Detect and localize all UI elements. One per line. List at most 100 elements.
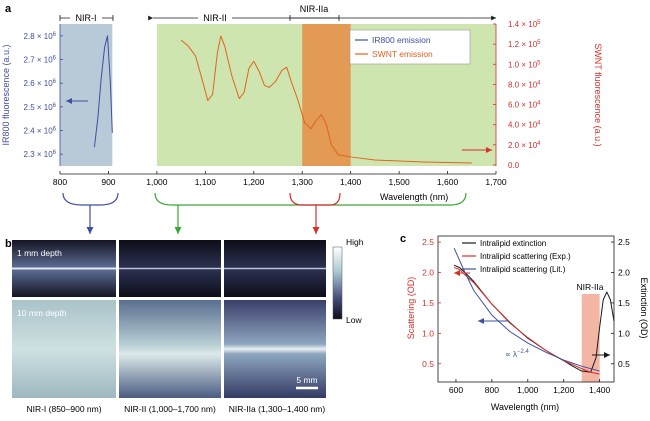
a-ytick-right-label-mantissa: 1.2 × 10 bbox=[508, 40, 538, 49]
a-ytick-left-label-exponent: 6 bbox=[53, 103, 57, 109]
a-ytick-left-label: 2.5 × 106 bbox=[24, 103, 57, 112]
legend-ext: Intralipid extinction bbox=[480, 239, 546, 248]
a-ytick-left-label-mantissa: 2.5 × 10 bbox=[24, 103, 54, 112]
a-ytick-right-label: 1.0 × 105 bbox=[508, 60, 541, 69]
legend-lit: Intralipid scattering (Lit.) bbox=[480, 265, 566, 274]
a-ytick-right-label-mantissa: 1.4 × 10 bbox=[508, 20, 538, 29]
img-nir1-1mm bbox=[12, 240, 116, 297]
a-xtick-label: 1,500 bbox=[388, 177, 410, 187]
a-ytick-right-label-mantissa: 0.0 bbox=[508, 161, 520, 170]
region-headers: NIR-I NIR-II NIR-IIa bbox=[59, 3, 496, 23]
scalebar-label: 5 mm bbox=[296, 375, 317, 385]
panel-b-images: 1 mm depth 10 mm depth 5 mm bbox=[12, 240, 326, 398]
c-ytick-right-label: 2.5 bbox=[618, 237, 630, 247]
a-ytick-left-label-mantissa: 2.3 × 10 bbox=[24, 150, 54, 159]
nir2-header-label: NIR-II bbox=[203, 13, 227, 23]
a-xtick-label: 800 bbox=[53, 177, 67, 187]
series-scattering-exp bbox=[454, 267, 600, 375]
c-ytick-right-label: 2.0 bbox=[618, 268, 630, 278]
img-nir2-10mm bbox=[119, 300, 221, 398]
a-ytick-left-label-exponent: 6 bbox=[53, 79, 57, 85]
a-ytick-right-label: 1.2 × 105 bbox=[508, 40, 541, 49]
caption-nir2: NIR-II (1,000–1,700 nm) bbox=[124, 404, 216, 414]
depth-10mm-label: 10 mm depth bbox=[17, 308, 67, 318]
nir2a-header-ends bbox=[289, 15, 340, 21]
panel-a-legend: IR800 emission SWNT emission bbox=[349, 29, 471, 65]
c-ytick-left-label: 0.5 bbox=[422, 359, 434, 369]
c-xlabel: Wavelength (nm) bbox=[491, 402, 559, 412]
nir1-header-label: NIR-I bbox=[76, 13, 97, 23]
c-ytick-right-label: 1.5 bbox=[618, 298, 630, 308]
a-ytick-right-label-mantissa: 6.0 × 10 bbox=[508, 101, 538, 110]
a-ytick-left-label-mantissa: 2.6 × 10 bbox=[24, 79, 54, 88]
a-ytick-right-label: 0.0 bbox=[508, 161, 520, 170]
a-ytick-right-label-mantissa: 4.0 × 10 bbox=[508, 121, 538, 130]
legend-swnt: SWNT emission bbox=[372, 49, 433, 59]
colorbar-gradient bbox=[332, 246, 343, 320]
a-xtick-label: 1,700 bbox=[485, 177, 507, 187]
legend-box bbox=[349, 29, 471, 65]
c-ytick-left-label: 2.5 bbox=[422, 237, 434, 247]
a-ytick-left-label: 2.6 × 106 bbox=[24, 79, 57, 88]
series-swnt-emission bbox=[180, 35, 472, 164]
a-xtick-label: 1,600 bbox=[437, 177, 459, 187]
c-ytick-right-label: 1.0 bbox=[618, 328, 630, 338]
a-ytick-right-label-exponent: 4 bbox=[537, 121, 541, 127]
c-band-label: NIR-IIa bbox=[577, 282, 604, 292]
img-nir2a-1mm bbox=[224, 240, 326, 297]
colorbar: High Low bbox=[332, 237, 364, 325]
legend-ir800: IR800 emission bbox=[372, 35, 431, 45]
lambda-note-base: ∝ λ bbox=[505, 350, 517, 359]
c-left-ylabel: Scattering (OD) bbox=[406, 277, 416, 340]
lambda-note-exp: −2.4 bbox=[517, 349, 530, 355]
nir1-header-bg bbox=[70, 11, 102, 23]
a-ytick-right-label: 6.0 × 104 bbox=[508, 101, 541, 110]
panel-a-label: a bbox=[5, 3, 12, 15]
c-xtick-label: 800 bbox=[485, 385, 499, 395]
depth-1mm-label: 1 mm depth bbox=[17, 248, 62, 258]
a-ytick-left-label-exponent: 6 bbox=[53, 127, 57, 133]
c-ytick-left-label: 1.5 bbox=[422, 298, 434, 308]
a-ytick-left-label-exponent: 6 bbox=[53, 150, 57, 156]
caption-nir2a: NIR-IIa (1,300–1,400 nm) bbox=[229, 404, 326, 414]
a-ytick-left-label-mantissa: 2.7 × 10 bbox=[24, 56, 54, 65]
legend-exp: Intralipid scattering (Exp.) bbox=[480, 252, 571, 261]
a-ytick-right-label: 4.0 × 104 bbox=[508, 121, 541, 130]
c-xtick-label: 1,400 bbox=[589, 385, 611, 395]
colorbar-high: High bbox=[346, 237, 364, 247]
a-xtick-label: 1,300 bbox=[292, 177, 314, 187]
lambda-note: ∝ λ−2.4 bbox=[505, 349, 529, 359]
a-ytick-right-label-mantissa: 2.0 × 10 bbox=[508, 141, 538, 150]
band-nir-iia bbox=[302, 24, 351, 166]
colorbar-low: Low bbox=[346, 315, 362, 325]
connector-nir1-bracket bbox=[62, 192, 119, 206]
c-right-ylabel: Extinction (OD) bbox=[639, 277, 649, 338]
series-ir800-emission bbox=[93, 35, 113, 148]
connector-nir2a-bracket bbox=[289, 192, 341, 206]
a-ytick-left-label-exponent: 6 bbox=[53, 56, 57, 62]
a-left-ylabel: IR800 fluorescence (a.u.) bbox=[1, 44, 11, 145]
a-ytick-left-label: 2.8 × 106 bbox=[24, 32, 57, 41]
a-xtick-label: 1,000 bbox=[146, 177, 168, 187]
band-nir-i bbox=[60, 24, 113, 166]
a-xtick-label: 1,400 bbox=[340, 177, 362, 187]
a-ytick-left-label-exponent: 6 bbox=[53, 32, 57, 38]
a-ytick-right-label-exponent: 4 bbox=[537, 80, 541, 86]
img-nir2-1mm bbox=[119, 240, 221, 297]
connector-arrows bbox=[62, 192, 467, 234]
a-right-ylabel: SWNT fluorescence (a.u.) bbox=[593, 43, 603, 146]
nir2a-header-bg bbox=[296, 3, 334, 14]
panel-a-axes: 800 900 1,000 1,100 1,200 1,300 1,400 1,500 1,60… bbox=[24, 20, 542, 187]
a-ytick-right-label-exponent: 5 bbox=[537, 20, 541, 26]
img-nir1-10mm bbox=[12, 300, 116, 398]
a-ytick-left-label-mantissa: 2.4 × 10 bbox=[24, 127, 54, 136]
a-ytick-left-label: 2.7 × 106 bbox=[24, 56, 57, 65]
c-xtick-label: 1,200 bbox=[553, 385, 575, 395]
a-xtick-label: 1,100 bbox=[195, 177, 217, 187]
nir2-header-bg bbox=[198, 11, 232, 23]
nir2a-header-label: NIR-IIa bbox=[300, 4, 329, 14]
c-ytick-right-label: 0.5 bbox=[618, 359, 630, 369]
a-ytick-right-label-exponent: 4 bbox=[537, 101, 541, 107]
a-xlabel: Wavelength (nm) bbox=[380, 192, 448, 202]
